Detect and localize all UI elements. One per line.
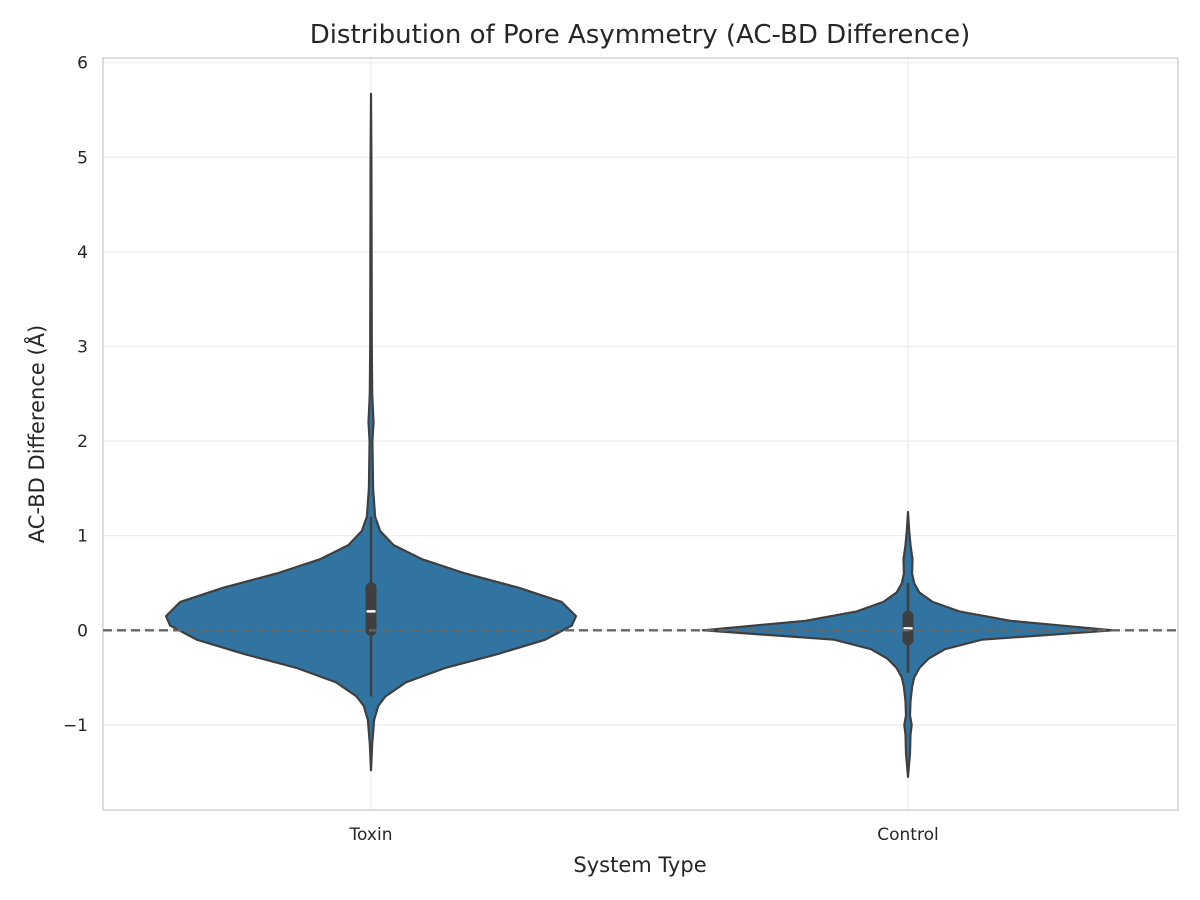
violin-body bbox=[164, 92, 578, 772]
x-axis-label: System Type bbox=[573, 853, 706, 877]
y-tick-label: −1 bbox=[63, 716, 88, 736]
grid-layer bbox=[103, 58, 1178, 810]
y-tick-label: 2 bbox=[77, 432, 88, 452]
y-tick-label: 4 bbox=[77, 243, 88, 263]
y-tick-label: 0 bbox=[77, 621, 88, 641]
chart-title: Distribution of Pore Asymmetry (AC-BD Di… bbox=[310, 20, 971, 50]
y-tick-label: 1 bbox=[77, 527, 88, 547]
violin-layer bbox=[164, 92, 1115, 778]
x-tick-label: Control bbox=[877, 825, 938, 845]
y-tick-label: 3 bbox=[77, 338, 88, 358]
y-axis-label: AC-BD Difference (Å) bbox=[23, 325, 49, 543]
y-tick-label: 5 bbox=[77, 148, 88, 168]
plot-frame bbox=[102, 57, 1179, 811]
x-tick-label: Toxin bbox=[349, 825, 393, 845]
y-tick-labels: −1 0 1 2 3 4 5 6 bbox=[63, 54, 88, 736]
y-tick-label: 6 bbox=[77, 54, 88, 74]
x-tick-labels: Toxin Control bbox=[349, 825, 939, 845]
